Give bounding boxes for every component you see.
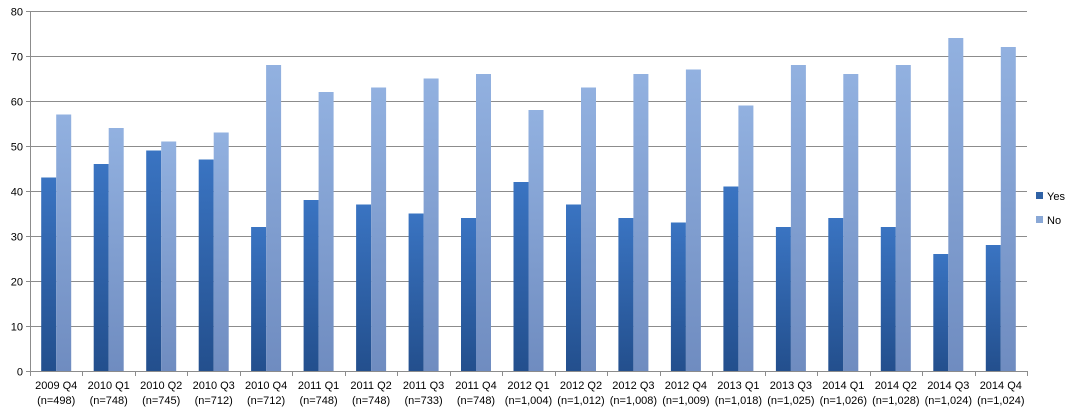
bar-no-6 (371, 87, 387, 371)
x-tick-label-period: 2010 Q4 (245, 380, 287, 392)
x-tick-label-sample: (n=1,009) (662, 395, 709, 407)
y-axis-ticks: 0 10 20 30 40 50 60 70 80 (11, 7, 23, 379)
x-tick-label-sample: (n=712) (247, 395, 285, 407)
x-tick-label-sample: (n=748) (299, 395, 337, 407)
x-tick-label-period: 2011 Q2 (350, 380, 391, 392)
x-tick-label-period: 2010 Q3 (193, 380, 235, 392)
bar-no-9 (528, 110, 544, 371)
x-tick-label-period: 2012 Q1 (507, 380, 549, 392)
bar-no-16 (895, 65, 911, 371)
x-tick-label-period: 2010 Q1 (88, 380, 130, 392)
x-tick-label-period: 2011 Q1 (298, 380, 339, 392)
bar-yes-5 (303, 200, 319, 371)
bar-no-12 (685, 69, 701, 371)
bar-no-14 (790, 65, 806, 371)
axes (30, 11, 1028, 376)
bar-yes-14 (775, 227, 791, 371)
bar-yes-16 (880, 227, 896, 371)
y-tick-label: 50 (11, 142, 23, 154)
bar-no-1 (108, 128, 124, 371)
bar-no-8 (476, 74, 491, 371)
y-tick-label: 80 (11, 7, 23, 19)
bar-yes-8 (461, 218, 476, 371)
x-tick-label-sample: (n=1,028) (872, 395, 919, 407)
x-tick-label-period: 2013 Q1 (717, 380, 759, 392)
y-tick-label: 70 (11, 52, 23, 64)
bar-yes-9 (513, 182, 529, 371)
bar-no-5 (318, 92, 334, 371)
y-tick-label: 30 (11, 232, 23, 244)
legend-swatch-yes (1036, 192, 1043, 199)
x-tick-label-period: 2012 Q4 (665, 380, 707, 392)
bar-yes-11 (618, 218, 634, 371)
x-tick-label-period: 2011 Q3 (403, 380, 444, 392)
x-tick-label-period: 2011 Q4 (455, 380, 496, 392)
x-tick-label-sample: (n=1,024) (977, 395, 1024, 407)
bar-yes-2 (146, 150, 162, 371)
x-tick-label-sample: (n=748) (457, 395, 495, 407)
bar-no-10 (581, 87, 596, 371)
y-tick-label: 40 (11, 187, 23, 199)
bar-yes-17 (933, 254, 949, 371)
x-tick-label-period: 2012 Q2 (560, 380, 602, 392)
x-tick-label-period: 2014 Q3 (927, 380, 969, 392)
bar-no-17 (948, 38, 964, 371)
bar-no-18 (1000, 47, 1016, 371)
bar-yes-18 (985, 245, 1001, 371)
y-tick-label: 0 (17, 367, 23, 379)
x-axis-ticks: 2009 Q4 (n=498) 2010 Q1 (n=748) 2010 Q2 (n=74… (35, 380, 1024, 407)
x-tick-label-period: 2014 Q4 (980, 380, 1022, 392)
x-tick-label-sample: (n=748) (90, 395, 128, 407)
x-tick-label-sample: (n=1,018) (715, 395, 762, 407)
x-tick-label-period: 2010 Q2 (140, 380, 182, 392)
x-tick-label-sample: (n=733) (404, 395, 442, 407)
x-tick-label-sample: (n=1,024) (925, 395, 972, 407)
bar-yes-4 (251, 227, 267, 371)
bar-no-11 (633, 74, 649, 371)
x-tick-label-sample: (n=1,012) (557, 395, 604, 407)
x-tick-label-period: 2012 Q3 (612, 380, 654, 392)
bar-yes-6 (356, 204, 372, 371)
bar-no-4 (266, 65, 282, 371)
legend-label-no: No (1047, 215, 1061, 227)
bar-no-15 (843, 74, 859, 371)
bar-no-0 (56, 114, 72, 371)
x-tick-label-sample: (n=748) (352, 395, 390, 407)
bar-no-2 (161, 141, 177, 371)
x-tick-label-period: 2014 Q2 (875, 380, 917, 392)
bar-yes-3 (198, 159, 214, 371)
bars (41, 38, 1016, 371)
bar-yes-1 (93, 164, 109, 371)
y-tick-label: 10 (11, 322, 23, 334)
bar-yes-7 (408, 213, 424, 371)
x-tick-label-sample: (n=712) (195, 395, 233, 407)
x-tick-label-sample: (n=1,025) (767, 395, 814, 407)
x-tick-label-sample: (n=1,026) (820, 395, 867, 407)
x-tick-label-sample: (n=1,008) (610, 395, 657, 407)
bar-no-13 (738, 105, 754, 371)
bar-no-7 (423, 78, 439, 371)
y-tick-label: 60 (11, 97, 23, 109)
x-tick-label-period: 2009 Q4 (35, 380, 77, 392)
x-tick-label-sample: (n=498) (37, 395, 75, 407)
legend-swatch-no (1036, 216, 1043, 223)
y-tick-label: 20 (11, 277, 23, 289)
bar-yes-0 (41, 177, 57, 371)
bar-yes-12 (670, 222, 686, 371)
x-tick-label-period: 2013 Q3 (770, 380, 812, 392)
x-tick-label-period: 2014 Q1 (822, 380, 864, 392)
legend-label-yes: Yes (1047, 191, 1065, 203)
bar-yes-15 (828, 218, 844, 371)
x-tick-label-sample: (n=1,004) (505, 395, 552, 407)
legend: Yes No (1036, 191, 1065, 227)
bar-yes-10 (566, 204, 581, 371)
bar-yes-13 (723, 186, 739, 371)
x-tick-label-sample: (n=745) (142, 395, 180, 407)
bar-no-3 (213, 132, 229, 371)
